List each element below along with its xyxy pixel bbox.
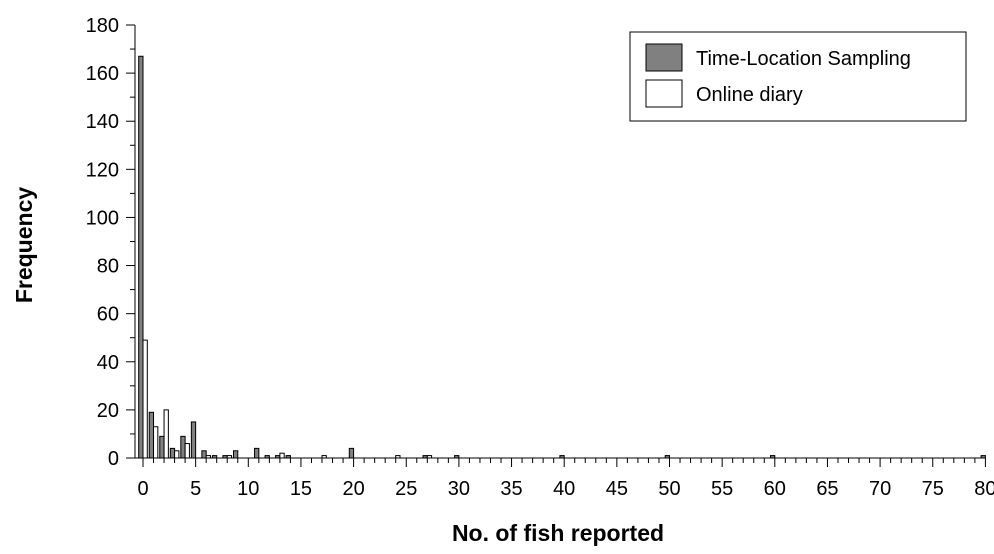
bar-online-diary-2 — [163, 409, 169, 459]
y-tick-label-80: 80 — [97, 256, 119, 278]
x-tick-label-20: 20 — [342, 478, 364, 500]
bar-time-location-sampling-20 — [348, 447, 355, 459]
x-tick-label-35: 35 — [500, 478, 522, 500]
y-tick-label-20: 20 — [97, 400, 119, 422]
legend-swatch-online-diary — [645, 79, 683, 108]
x-axis-title: No. of fish reported — [452, 520, 664, 546]
bar-time-location-sampling-6 — [201, 450, 207, 459]
x-tick-label-10: 10 — [237, 478, 259, 500]
bar-online-diary-4 — [184, 443, 190, 459]
x-tick-label-55: 55 — [711, 478, 733, 500]
bar-time-location-sampling-2 — [159, 435, 165, 459]
x-tick-label-50: 50 — [658, 478, 680, 500]
bar-online-diary-0 — [142, 339, 148, 459]
ticks-layer: 0 20 40 60 80 100 120 140 160 180 0 5 10 15 20 25 30 35 40… — [86, 15, 994, 500]
bar-time-location-sampling-11 — [254, 447, 260, 459]
bar-online-diary-1 — [153, 426, 159, 459]
x-tick-label-0: 0 — [137, 478, 148, 500]
x-tick-label-75: 75 — [922, 478, 944, 500]
y-tick-label-100: 100 — [86, 207, 119, 229]
x-tick-label-15: 15 — [290, 478, 312, 500]
y-tick-label-140: 140 — [86, 111, 119, 133]
bar-online-diary-3 — [174, 450, 180, 459]
x-tick-label-40: 40 — [553, 478, 575, 500]
legend: Time-Location Sampling Online diary — [629, 31, 967, 122]
legend-label-online-diary: Online diary — [696, 84, 803, 106]
bar-time-location-sampling-0 — [138, 55, 144, 459]
y-axis-title: Frequency — [11, 187, 37, 304]
y-tick-label-0: 0 — [108, 448, 119, 470]
bar-time-location-sampling-4 — [180, 435, 186, 459]
x-tick-label-5: 5 — [190, 478, 201, 500]
legend-swatch-time-location-sampling — [645, 43, 683, 72]
bar-time-location-sampling-9 — [232, 450, 239, 459]
x-tick-label-70: 70 — [869, 478, 891, 500]
bar-time-location-sampling-3 — [169, 447, 176, 459]
bars-layer — [138, 55, 986, 459]
y-tick-label-180: 180 — [86, 15, 119, 37]
x-tick-label-65: 65 — [816, 478, 838, 500]
bar-online-diary-13 — [279, 452, 285, 459]
x-tick-label-80: 80 — [974, 478, 994, 500]
legend-box — [629, 31, 967, 122]
legend-label-time-location-sampling: Time-Location Sampling — [696, 48, 911, 70]
x-tick-label-25: 25 — [395, 478, 417, 500]
x-tick-label-30: 30 — [448, 478, 470, 500]
bar-time-location-sampling-1 — [148, 411, 155, 459]
y-tick-label-40: 40 — [97, 352, 119, 374]
y-tick-label-120: 120 — [86, 159, 119, 181]
y-tick-label-160: 160 — [86, 63, 119, 85]
y-tick-label-60: 60 — [97, 304, 119, 326]
bar-time-location-sampling-5 — [190, 421, 197, 459]
x-tick-label-60: 60 — [764, 478, 786, 500]
x-tick-label-45: 45 — [606, 478, 628, 500]
